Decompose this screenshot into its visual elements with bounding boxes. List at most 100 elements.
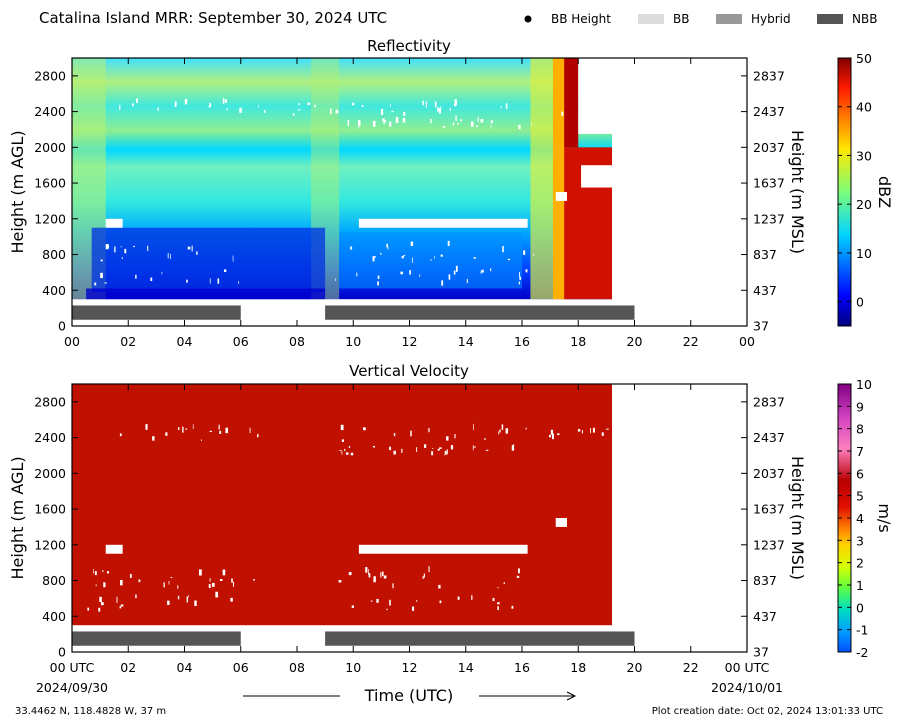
- nbb-segment-0: [72, 631, 241, 646]
- y-tick-label-left: 2800: [34, 394, 66, 409]
- y-tick-label-left: 2800: [34, 68, 66, 83]
- velocity-title: Vertical Velocity: [349, 362, 469, 380]
- reflectivity-low-layer: [91, 227, 326, 293]
- reflectivity-colorbar-ticks: 0 10 20 30 40 50: [838, 51, 872, 310]
- time-axis-label-group: Time (UTC): [243, 686, 577, 705]
- x-tick-label: 00 UTC: [725, 660, 770, 675]
- x-tick-label: 10: [345, 334, 361, 349]
- legend-item-nbb: NBB: [817, 12, 877, 26]
- y-tick-label-right: 437: [753, 283, 777, 298]
- y-tick-label-right: 2837: [753, 68, 785, 83]
- legend-label: BB: [673, 12, 689, 26]
- colorbar-tick-label: -1: [856, 623, 868, 638]
- x-tick-label: 06: [233, 660, 249, 675]
- velocity-field: [72, 384, 612, 626]
- x-tick-label: 20: [627, 334, 643, 349]
- colorbar-tick-label: 2: [856, 556, 864, 571]
- y-tick-label-left: 0: [58, 645, 66, 660]
- velocity-panel: Vertical Velocity 00 UTC 02 04 06 08 10 12 14 16…: [8, 362, 894, 675]
- x-tick-label: 20: [627, 660, 643, 675]
- x-tick-label: 00 UTC: [50, 660, 95, 675]
- colorbar-tick-label: 6: [856, 466, 864, 481]
- y-tick-label-right: 2437: [753, 430, 785, 445]
- y-tick-label-left: 800: [42, 573, 66, 588]
- nbb-segment-1: [325, 631, 635, 646]
- y-tick-label-right: 2437: [753, 104, 785, 119]
- legend-label: BB Height: [551, 12, 611, 26]
- y-tick-label-left: 1600: [34, 502, 66, 517]
- creation-date-text: Plot creation date: Oct 02, 2024 13:01:3…: [652, 706, 883, 717]
- colorbar-tick-label: 40: [856, 100, 872, 115]
- y-tick-label-right: 1237: [753, 211, 785, 226]
- x-tick-label: 16: [514, 334, 530, 349]
- reflectivity-heatmap: [72, 58, 635, 320]
- header-legend: BB Height BB Hybrid NBB: [524, 12, 877, 26]
- time-arrow-head: [566, 691, 577, 701]
- end-date: 2024/10/01: [711, 680, 783, 695]
- x-tick-label: 00: [739, 334, 755, 349]
- y-tick-label-right: 1237: [753, 537, 785, 552]
- legend-dot-marker: [524, 15, 532, 23]
- velocity-ylabel-left: Height (m AGL): [8, 456, 27, 579]
- x-tick-label: 12: [402, 660, 418, 675]
- y-tick-label-left: 2000: [34, 140, 66, 155]
- colorbar-tick-label: 7: [856, 444, 864, 459]
- reflectivity-ylabel-left: Height (m AGL): [8, 130, 27, 253]
- legend-swatch: [716, 14, 742, 24]
- y-tick-label-right: 437: [753, 609, 777, 624]
- missing-data-gaps: [94, 98, 600, 286]
- nbb-bars: [72, 631, 635, 646]
- x-tick-label: 12: [402, 334, 418, 349]
- x-tick-label: 22: [683, 334, 699, 349]
- time-axis-label: Time (UTC): [364, 686, 453, 705]
- reflectivity-panel: Reflectivity 00 02 04 06 08 10 12 14 16 18 20 22 000…: [8, 37, 894, 349]
- x-tick-label: 08: [289, 334, 305, 349]
- colorbar-tick-label: 10: [856, 377, 872, 392]
- x-tick-label: 00: [64, 334, 80, 349]
- colorbar-tick-label: 20: [856, 197, 872, 212]
- location-text: 33.4462 N, 118.4828 W, 37 m: [15, 706, 166, 717]
- nbb-segment-0: [72, 305, 241, 320]
- reflectivity-title: Reflectivity: [367, 37, 451, 55]
- y-tick-label-left: 2400: [34, 430, 66, 445]
- y-tick-label-right: 37: [753, 645, 769, 660]
- colorbar-tick-label: 3: [856, 533, 864, 548]
- y-tick-label-right: 1637: [753, 502, 785, 517]
- y-tick-label-left: 1600: [34, 176, 66, 191]
- y-tick-label-right: 37: [753, 319, 769, 334]
- x-tick-label: 18: [570, 334, 586, 349]
- legend-swatch: [817, 14, 843, 24]
- reflectivity-ylabel-right: Height (m MSL): [788, 130, 807, 254]
- reflectivity-high-core: [72, 58, 612, 300]
- velocity-heatmap: [72, 384, 635, 646]
- legend-swatch: [638, 14, 664, 24]
- colorbar-tick-label: 4: [856, 511, 864, 526]
- x-tick-label: 14: [458, 660, 474, 675]
- nbb-bars: [72, 305, 635, 320]
- y-tick-label-left: 2000: [34, 466, 66, 481]
- reflectivity-colorbar: [837, 57, 852, 327]
- colorbar-tick-label: 1: [856, 578, 864, 593]
- y-tick-label-right: 837: [753, 247, 777, 262]
- y-tick-label-left: 400: [42, 283, 66, 298]
- x-tick-label: 22: [683, 660, 699, 675]
- missing-data-gaps: [87, 423, 609, 612]
- legend-item-bb-height: BB Height: [524, 12, 611, 26]
- y-tick-label-left: 800: [42, 247, 66, 262]
- velocity-colorbar-label: m/s: [875, 503, 894, 532]
- x-tick-label: 02: [120, 660, 136, 675]
- start-date: 2024/09/30: [36, 680, 108, 695]
- velocity-ylabel-right: Height (m MSL): [788, 456, 807, 580]
- figure-title: Catalina Island MRR: September 30, 2024 …: [39, 9, 387, 27]
- colorbar-tick-label: 50: [856, 51, 872, 66]
- x-tick-label: 04: [177, 334, 193, 349]
- y-tick-label-right: 1637: [753, 176, 785, 191]
- y-tick-label-left: 1200: [34, 211, 66, 226]
- y-tick-label-right: 837: [753, 573, 777, 588]
- colorbar-tick-label: 10: [856, 246, 872, 261]
- colorbar-tick-label: 8: [856, 422, 864, 437]
- y-tick-label-left: 0: [58, 319, 66, 334]
- legend-label: Hybrid: [751, 12, 791, 26]
